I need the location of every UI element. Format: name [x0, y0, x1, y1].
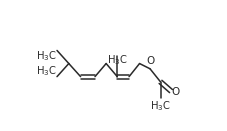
- Text: H$_3$C: H$_3$C: [36, 64, 57, 78]
- Text: H$_3$C: H$_3$C: [106, 53, 127, 67]
- Text: H$_3$C: H$_3$C: [36, 49, 57, 63]
- Text: H$_3$C: H$_3$C: [149, 100, 170, 113]
- Text: O: O: [171, 87, 179, 97]
- Text: O: O: [145, 56, 153, 66]
